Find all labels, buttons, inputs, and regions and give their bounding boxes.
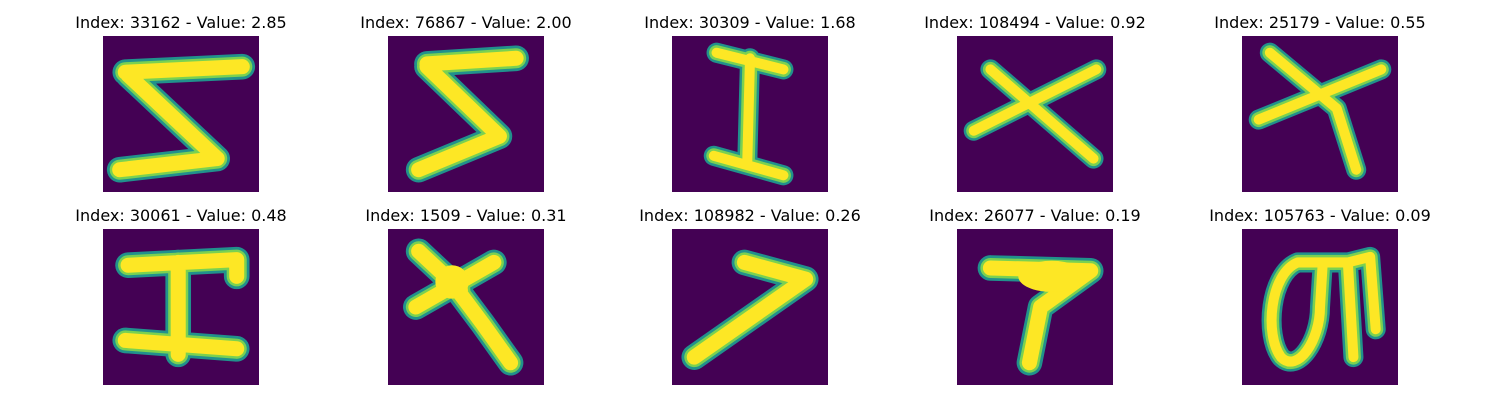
digit-image-capital-i: [672, 36, 828, 192]
digit-image-seven-like: [672, 229, 828, 385]
digit-image-loop-glyph: [1242, 229, 1398, 385]
panel-title: Index: 25179 - Value: 0.55: [1214, 13, 1426, 32]
panel-title: Index: 30309 - Value: 1.68: [644, 13, 856, 32]
digit-image-seven-like: [957, 229, 1113, 385]
panel-title: Index: 26077 - Value: 0.19: [929, 206, 1141, 225]
panel-title: Index: 33162 - Value: 2.85: [75, 13, 287, 32]
digit-image-x-cross: [957, 36, 1113, 192]
panel-title: Index: 76867 - Value: 2.00: [360, 13, 572, 32]
panel-title: Index: 108982 - Value: 0.26: [639, 206, 861, 225]
digit-image-five-like: [388, 36, 544, 192]
digit-image-x-cross: [1242, 36, 1398, 192]
panel-title: Index: 108494 - Value: 0.92: [924, 13, 1146, 32]
digit-image-x-cross: [388, 229, 544, 385]
panel-title: Index: 30061 - Value: 0.48: [75, 206, 287, 225]
digit-image-capital-i: [103, 229, 259, 385]
panel-title: Index: 1509 - Value: 0.31: [365, 206, 567, 225]
digit-image-five-like: [103, 36, 259, 192]
panel-title: Index: 105763 - Value: 0.09: [1209, 206, 1431, 225]
